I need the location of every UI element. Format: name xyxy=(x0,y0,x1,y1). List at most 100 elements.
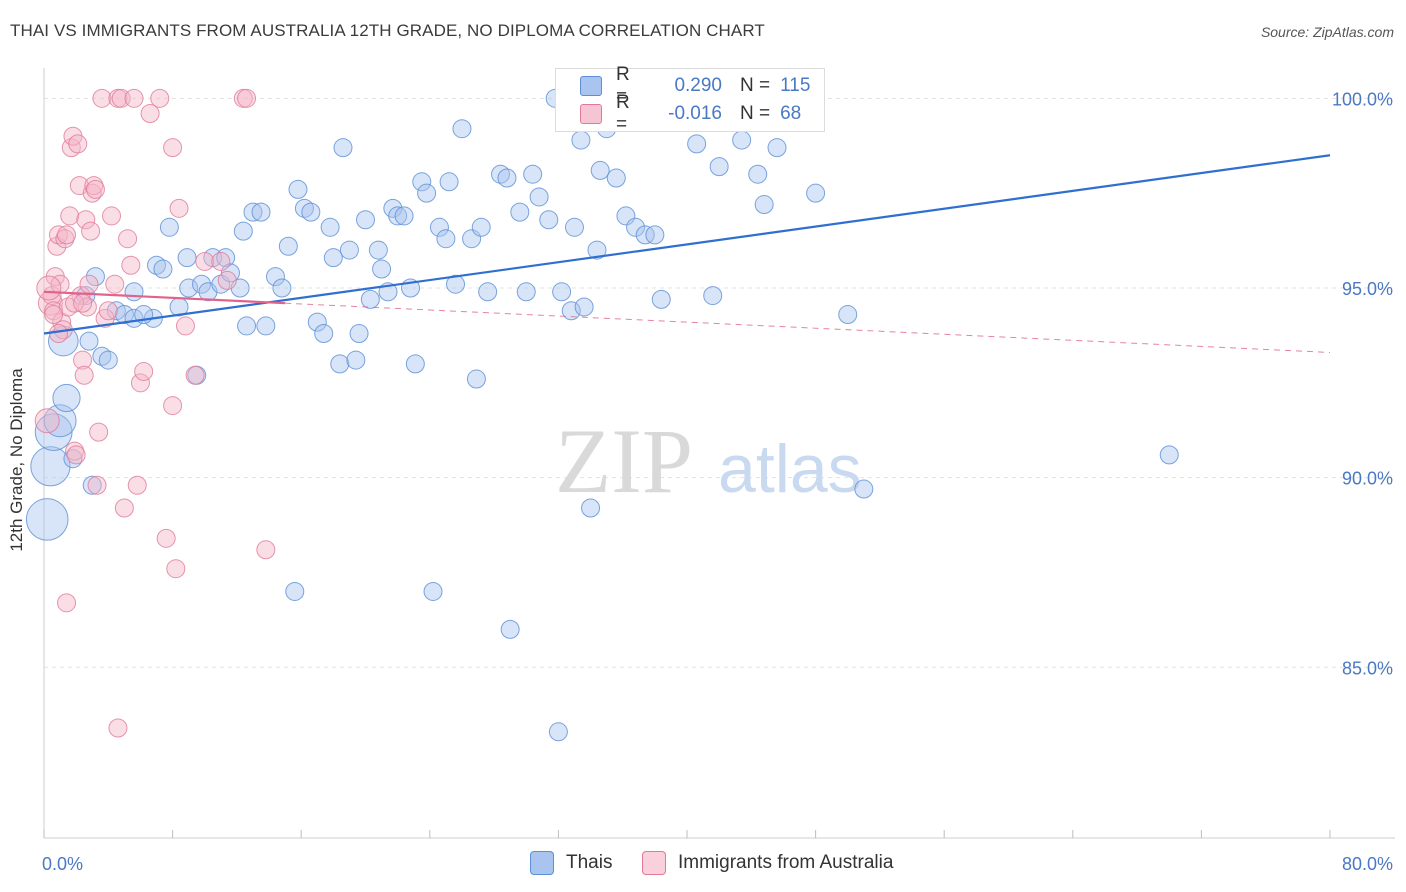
legend-n-value-australia: 68 xyxy=(780,103,802,124)
point-australia xyxy=(73,350,93,370)
point-australia xyxy=(79,274,99,294)
point-thais xyxy=(838,305,858,325)
point-australia xyxy=(217,270,237,290)
y-tick-label: 100.0% xyxy=(1332,89,1393,109)
point-thais xyxy=(497,168,517,188)
point-australia xyxy=(256,540,276,560)
point-thais xyxy=(436,229,456,249)
point-thais xyxy=(561,301,581,321)
point-australia xyxy=(44,305,64,325)
trend-line-thais xyxy=(43,154,1331,335)
point-thais xyxy=(333,138,353,158)
point-australia xyxy=(237,88,257,108)
x-tick-label-min: 0.0% xyxy=(42,854,83,874)
point-australia xyxy=(102,206,122,226)
point-thais xyxy=(703,286,723,306)
legend-r-label: R = xyxy=(616,92,630,135)
point-thais xyxy=(516,282,536,302)
y-tick-label: 90.0% xyxy=(1342,469,1393,489)
trend-line-australia-extension xyxy=(285,302,1331,353)
point-thais xyxy=(30,446,71,487)
legend-label-thais: Thais xyxy=(566,852,613,873)
point-thais xyxy=(179,278,199,298)
legend-swatch xyxy=(642,851,666,875)
point-thais xyxy=(606,168,626,188)
point-thais xyxy=(466,369,486,389)
point-thais xyxy=(635,225,655,245)
point-thais xyxy=(159,217,179,237)
point-thais xyxy=(272,278,292,298)
point-australia xyxy=(124,88,144,108)
point-australia xyxy=(48,324,68,344)
legend-row-thais: R = 0.290 N = 115 xyxy=(580,64,811,107)
point-thais xyxy=(124,308,144,328)
watermark-zip: ZIP xyxy=(555,410,693,512)
point-thais xyxy=(651,289,671,309)
point-thais xyxy=(294,198,314,218)
point-australia xyxy=(98,301,118,321)
point-thais xyxy=(98,350,118,370)
point-australia xyxy=(163,138,183,158)
point-thais xyxy=(323,248,343,268)
point-australia xyxy=(60,206,80,226)
point-thais xyxy=(114,305,134,325)
point-thais xyxy=(388,206,408,226)
point-thais xyxy=(177,248,197,268)
point-australia xyxy=(92,88,112,108)
point-thais xyxy=(539,210,559,230)
point-australia xyxy=(108,718,128,738)
point-australia xyxy=(195,251,215,271)
point-thais xyxy=(320,217,340,237)
point-thais xyxy=(452,119,472,139)
point-thais xyxy=(346,350,366,370)
point-thais xyxy=(92,346,112,366)
legend-item-thais[interactable]: Thais xyxy=(530,851,612,875)
point-thais xyxy=(288,179,308,199)
legend-r-value-australia: -0.016 xyxy=(668,103,722,124)
point-thais xyxy=(330,354,350,374)
point-australia xyxy=(82,183,102,203)
point-thais xyxy=(767,138,787,158)
point-thais xyxy=(82,475,102,495)
legend-r-label: R = xyxy=(616,64,630,107)
point-thais xyxy=(574,297,594,317)
y-tick-label: 85.0% xyxy=(1342,658,1393,678)
legend-n-value-thais: 115 xyxy=(780,75,811,96)
point-thais xyxy=(439,172,459,192)
tick-labels: 85.0% 90.0% 95.0% 100.0% 0.0% 80.0% xyxy=(42,89,1393,874)
point-australia xyxy=(89,422,109,442)
point-thais xyxy=(405,354,425,374)
point-thais xyxy=(423,581,443,601)
point-australia xyxy=(166,559,186,579)
point-australia xyxy=(163,396,183,416)
point-thais xyxy=(417,183,437,203)
point-thais xyxy=(581,498,601,518)
point-thais xyxy=(124,282,144,302)
point-thais xyxy=(394,206,414,226)
point-australia xyxy=(85,179,105,199)
legend-r-value-thais: 0.290 xyxy=(674,75,722,96)
point-australia xyxy=(185,365,205,385)
point-thais xyxy=(510,202,530,222)
point-australia xyxy=(127,475,147,495)
point-thais xyxy=(806,183,826,203)
point-australia xyxy=(66,445,86,465)
legend-item-australia[interactable]: Immigrants from Australia xyxy=(642,851,893,875)
point-australia xyxy=(36,275,62,301)
point-australia xyxy=(175,316,195,336)
point-thais xyxy=(754,195,774,215)
point-australia xyxy=(48,225,68,245)
point-thais xyxy=(153,259,173,279)
legend-swatch xyxy=(530,851,554,875)
point-australia xyxy=(76,210,96,230)
legend-swatch-australia xyxy=(580,104,602,124)
point-australia xyxy=(95,308,115,328)
point-thais xyxy=(548,722,568,742)
point-australia xyxy=(74,365,94,385)
x-tick-label-max: 80.0% xyxy=(1342,854,1393,874)
point-australia xyxy=(87,475,107,495)
point-australia xyxy=(211,251,231,271)
point-thais xyxy=(571,130,591,150)
point-thais xyxy=(709,157,729,177)
point-thais xyxy=(500,619,520,639)
